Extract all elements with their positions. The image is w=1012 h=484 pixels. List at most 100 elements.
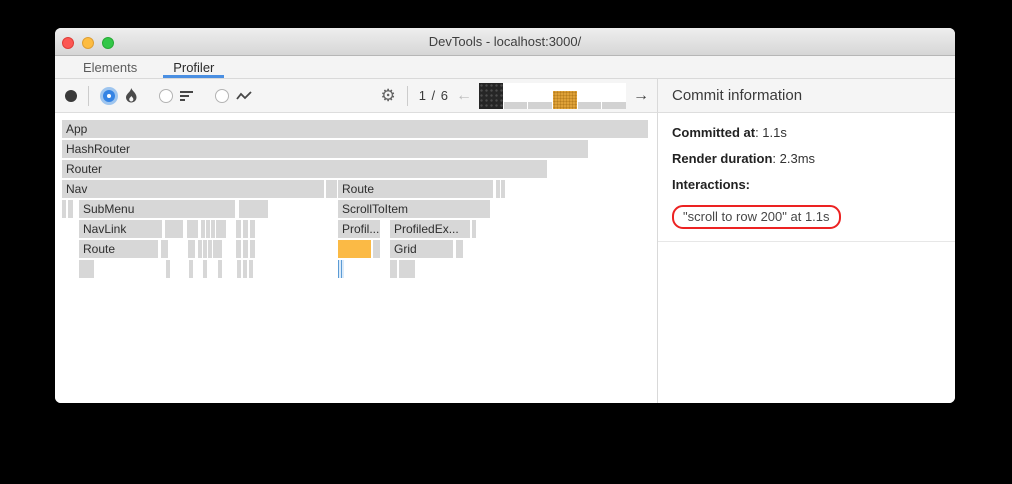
flame-bar[interactable] bbox=[249, 260, 253, 278]
commit-information-header: Commit information bbox=[657, 79, 955, 113]
flame-bar[interactable] bbox=[330, 180, 334, 198]
flame-bar[interactable] bbox=[189, 260, 193, 278]
flame-bar[interactable] bbox=[403, 260, 407, 278]
flame-bar-navlink[interactable]: NavLink bbox=[79, 220, 162, 238]
commit-information-panel: Committed at: 1.1s Render duration: 2.3m… bbox=[658, 113, 955, 403]
flame-bar-scrolltoitem[interactable]: ScrollToItem bbox=[338, 200, 490, 218]
flame-bar[interactable] bbox=[198, 240, 202, 258]
committed-at-value: : 1.1s bbox=[755, 125, 787, 140]
record-button[interactable] bbox=[65, 89, 77, 102]
toolbar-divider bbox=[406, 85, 408, 106]
toolbar-divider bbox=[88, 85, 89, 106]
flame-bar[interactable] bbox=[239, 200, 268, 218]
settings-gear-icon[interactable]: ⚙ bbox=[380, 86, 396, 105]
flame-bar[interactable] bbox=[203, 240, 207, 258]
flame-bar-route[interactable]: Route bbox=[338, 180, 493, 198]
flame-bar-grid[interactable]: Grid bbox=[390, 240, 453, 258]
flame-bar-submenu[interactable]: SubMenu bbox=[79, 200, 235, 218]
tab-bar: Elements Profiler bbox=[55, 56, 955, 79]
commit-bar[interactable] bbox=[602, 101, 627, 109]
flame-bar-profil[interactable]: Profil... bbox=[338, 220, 380, 238]
flame-bar[interactable] bbox=[187, 220, 198, 238]
next-commit-button[interactable]: → bbox=[633, 86, 649, 104]
flame-bar[interactable] bbox=[188, 240, 195, 258]
flame-bar[interactable] bbox=[411, 260, 415, 278]
render-duration-label: Render duration bbox=[672, 151, 773, 166]
flame-bar-route[interactable]: Route bbox=[79, 240, 158, 258]
flame-bar[interactable] bbox=[201, 220, 205, 238]
flame-bar-nav[interactable]: Nav bbox=[62, 180, 324, 198]
flame-bar[interactable] bbox=[218, 260, 222, 278]
committed-at-label: Committed at bbox=[672, 125, 756, 140]
traffic-lights bbox=[62, 37, 114, 49]
flame-icon bbox=[125, 88, 138, 103]
flamegraph-radio[interactable] bbox=[100, 86, 118, 105]
zoom-button[interactable] bbox=[102, 37, 114, 49]
flame-bar[interactable] bbox=[456, 240, 463, 258]
flame-bar[interactable] bbox=[243, 220, 248, 238]
close-button[interactable] bbox=[62, 37, 74, 49]
flame-bar[interactable] bbox=[338, 260, 344, 278]
render-duration-line: Render duration: 2.3ms bbox=[672, 151, 941, 166]
flame-bar[interactable] bbox=[399, 260, 403, 278]
flame-chart: App HashRouter Router Nav Route SubMenu Scroll… bbox=[55, 113, 657, 403]
interactions-line: Interactions: bbox=[672, 177, 941, 192]
interactions-label: Interactions: bbox=[672, 177, 751, 192]
flame-bar[interactable] bbox=[236, 220, 241, 238]
flame-bar-app[interactable]: App bbox=[62, 120, 648, 138]
flame-bar[interactable] bbox=[496, 180, 500, 198]
flame-bar[interactable] bbox=[216, 220, 226, 238]
flame-bar[interactable] bbox=[161, 240, 168, 258]
interaction-badge[interactable]: "scroll to row 200" at 1.1s bbox=[672, 205, 841, 229]
tab-profiler[interactable]: Profiler bbox=[163, 56, 225, 78]
flame-bar[interactable] bbox=[165, 220, 183, 238]
flame-bar[interactable] bbox=[373, 240, 380, 258]
flame-bar[interactable] bbox=[237, 260, 241, 278]
panel-divider bbox=[657, 113, 658, 403]
prev-commit-button[interactable]: ← bbox=[456, 86, 472, 104]
flame-bar[interactable] bbox=[62, 200, 66, 218]
flame-bar[interactable] bbox=[326, 180, 330, 198]
flame-bar[interactable] bbox=[243, 260, 247, 278]
commit-bar[interactable] bbox=[503, 101, 528, 109]
flame-bar[interactable] bbox=[166, 260, 170, 278]
commit-bar[interactable] bbox=[577, 101, 602, 109]
flame-bar[interactable] bbox=[203, 260, 207, 278]
flame-bar[interactable] bbox=[236, 240, 241, 258]
flame-bar[interactable] bbox=[407, 260, 411, 278]
commit-bar[interactable] bbox=[528, 101, 553, 109]
ranked-bars-icon bbox=[180, 90, 194, 102]
flame-bar[interactable] bbox=[79, 260, 94, 278]
titlebar[interactable]: DevTools - localhost:3000/ bbox=[55, 28, 955, 56]
flame-bar[interactable] bbox=[250, 220, 255, 238]
commit-count: 1 / 6 bbox=[418, 88, 449, 103]
tab-elements[interactable]: Elements bbox=[83, 59, 138, 75]
flame-bar[interactable] bbox=[208, 240, 212, 258]
minimize-button[interactable] bbox=[82, 37, 94, 49]
flame-bar[interactable] bbox=[338, 240, 371, 258]
interactions-divider bbox=[658, 241, 955, 242]
flame-bar-hashrouter[interactable]: HashRouter bbox=[62, 140, 588, 158]
flame-bar[interactable] bbox=[390, 260, 397, 278]
interactions-line-icon bbox=[236, 90, 252, 102]
window-title: DevTools - localhost:3000/ bbox=[428, 34, 582, 49]
interactions-radio[interactable] bbox=[215, 88, 229, 103]
flame-bar[interactable] bbox=[472, 220, 476, 238]
flame-bar-profiledex[interactable]: ProfiledEx... bbox=[390, 220, 470, 238]
commit-bar[interactable] bbox=[479, 82, 503, 109]
flame-bar[interactable] bbox=[333, 180, 337, 198]
ranked-radio[interactable] bbox=[159, 88, 173, 103]
flame-bar[interactable] bbox=[213, 240, 222, 258]
flame-bar-router[interactable]: Router bbox=[62, 160, 547, 178]
flame-bar[interactable] bbox=[250, 240, 255, 258]
devtools-window: DevTools - localhost:3000/ Elements Prof… bbox=[55, 28, 955, 403]
profiler-toolbar: ⚙ 1 / 6 ← → bbox=[55, 79, 657, 113]
flame-bar[interactable] bbox=[211, 220, 215, 238]
flame-bar[interactable] bbox=[68, 200, 73, 218]
commit-bar[interactable] bbox=[553, 90, 577, 109]
commit-selector bbox=[479, 82, 627, 109]
render-duration-value: : 2.3ms bbox=[772, 151, 816, 166]
flame-bar[interactable] bbox=[243, 240, 248, 258]
flame-bar[interactable] bbox=[206, 220, 210, 238]
flame-bar[interactable] bbox=[501, 180, 505, 198]
